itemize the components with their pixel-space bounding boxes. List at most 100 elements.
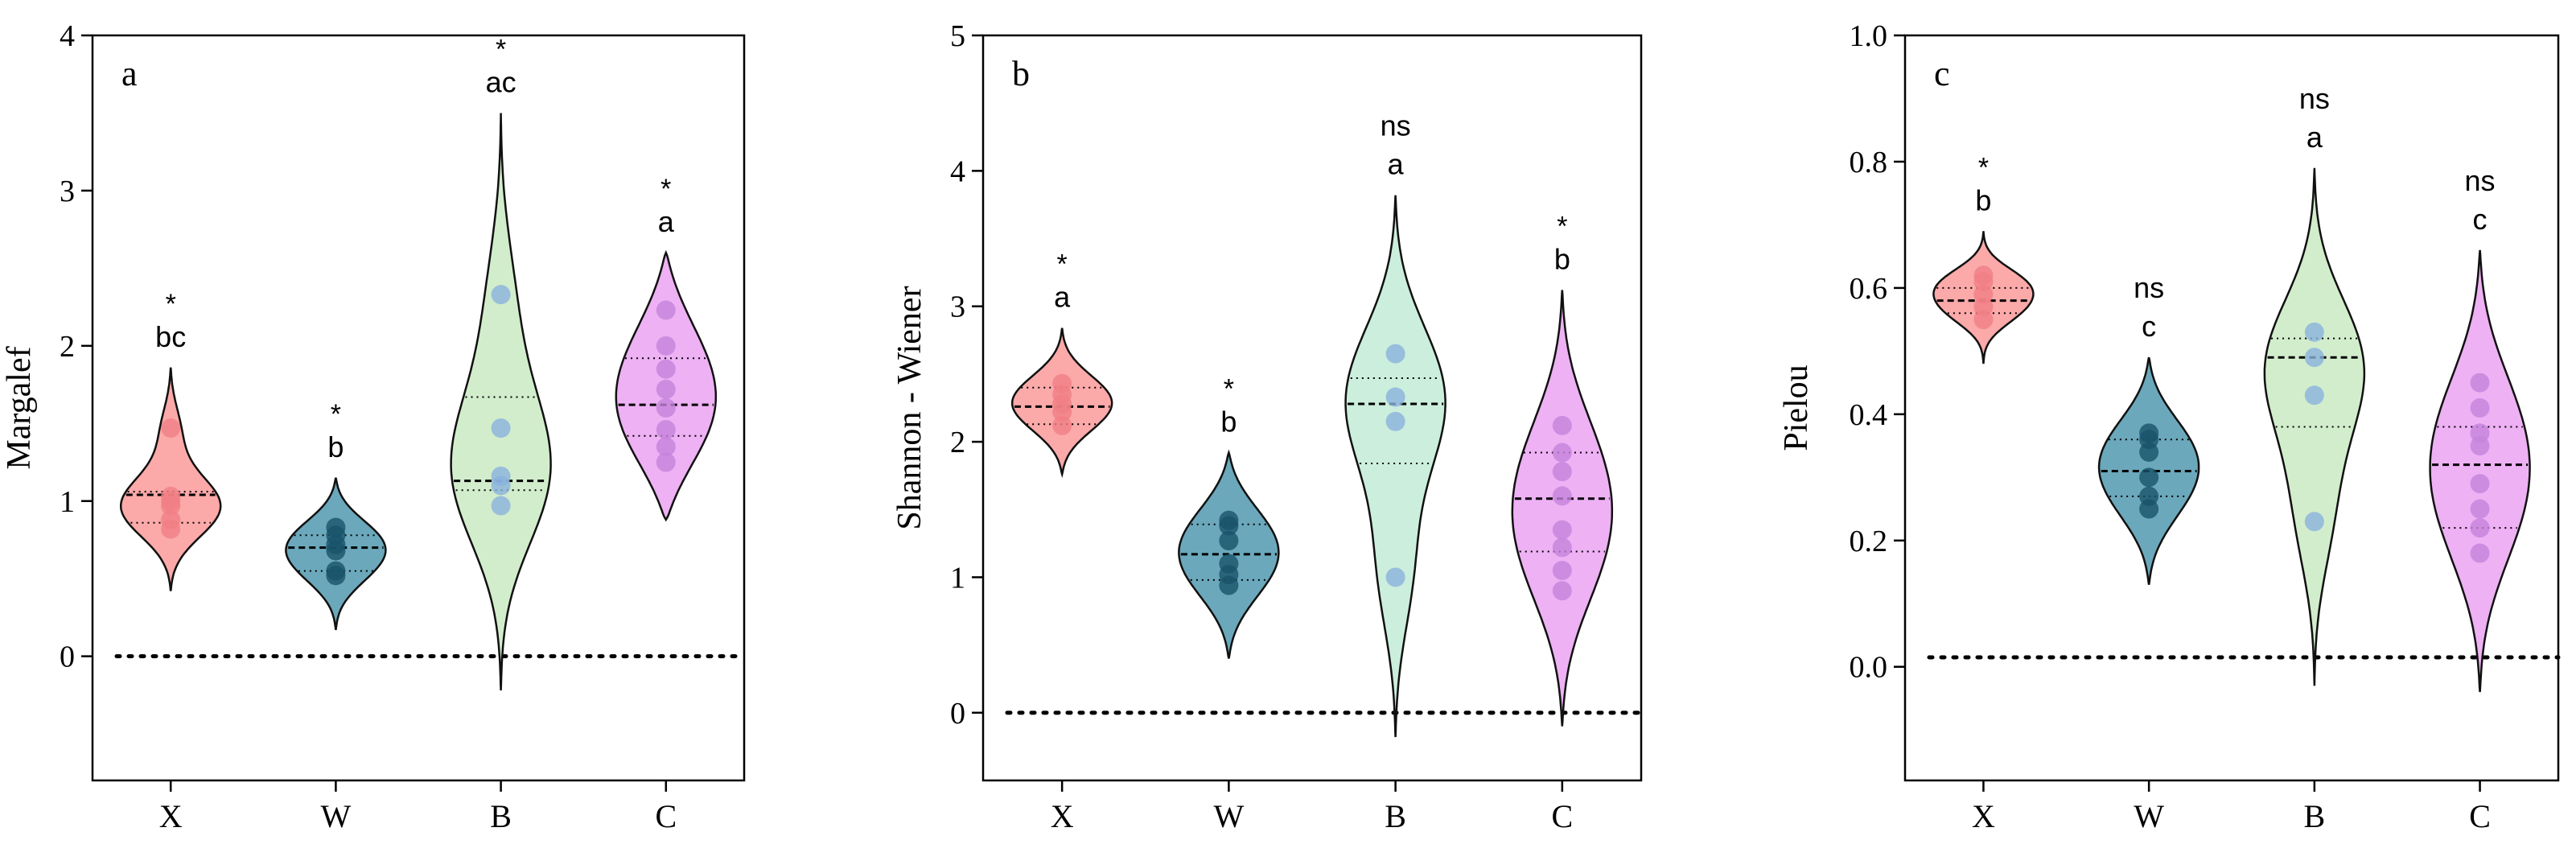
- significance-marker: *: [331, 399, 341, 430]
- x-tick-label: X: [159, 798, 183, 834]
- group-letter-label: ac: [486, 65, 516, 98]
- violin-body-B: [2263, 167, 2366, 686]
- significance-marker: *: [1224, 374, 1234, 405]
- data-point: [1052, 415, 1072, 435]
- panel-letter: c: [1934, 54, 1950, 93]
- panel-c: c 0.0 0.2 0.4 0.6 0.8 1.0 Pielou b* Xc ns Wa ns Bc ns C: [1778, 19, 2561, 834]
- y-tick-label: 0: [950, 697, 965, 731]
- data-point: [656, 437, 676, 457]
- group-letter-label: a: [1054, 281, 1071, 314]
- data-point: [491, 466, 511, 486]
- x-tick-label: B: [1385, 798, 1406, 834]
- group-letter-label: a: [658, 205, 675, 238]
- data-point: [1973, 266, 1994, 286]
- y-tick-label: 0.8: [1850, 146, 1888, 179]
- data-point: [1385, 567, 1405, 587]
- panel-letter: b: [1012, 54, 1030, 93]
- violin-body-B: [450, 113, 552, 691]
- data-point: [656, 359, 676, 379]
- group-letter-label: a: [2306, 121, 2323, 154]
- violin-group-W: c ns: [2097, 271, 2200, 585]
- data-point: [1552, 443, 1572, 463]
- data-point: [491, 418, 511, 438]
- violin-body-B: [1344, 195, 1446, 738]
- data-point: [491, 285, 511, 305]
- significance-marker: *: [660, 174, 671, 204]
- data-point: [2470, 423, 2490, 443]
- significance-marker: *: [496, 34, 506, 64]
- data-point: [161, 486, 181, 506]
- violin-group-X: bc*: [119, 289, 222, 591]
- data-point: [656, 452, 676, 472]
- data-point: [491, 496, 511, 516]
- violin-body-C: [1511, 290, 1614, 727]
- data-point: [1552, 537, 1572, 558]
- data-point: [2470, 499, 2490, 519]
- violin-body-C: [2429, 249, 2531, 693]
- violin-group-W: b*: [1178, 374, 1280, 659]
- data-point: [1385, 344, 1405, 364]
- x-tick-label: X: [1051, 798, 1074, 834]
- y-tick-label: 3: [60, 175, 75, 208]
- y-tick-label: 1: [60, 485, 75, 519]
- violin-group-W: b*: [285, 399, 387, 631]
- x-tick-label: C: [1551, 798, 1573, 834]
- y-tick-label: 2: [60, 330, 75, 364]
- data-point: [1385, 387, 1405, 407]
- violin-group-X: a*: [1010, 249, 1113, 479]
- y-tick-label: 0: [60, 640, 75, 674]
- x-tick-label: B: [2304, 798, 2326, 834]
- y-tick-label: 4: [60, 19, 75, 53]
- significance-marker: ns: [2465, 164, 2496, 197]
- group-letter-label: a: [1388, 148, 1405, 181]
- group-letter-label: b: [1975, 183, 1991, 216]
- group-letter-label: b: [327, 430, 344, 463]
- data-point: [161, 509, 181, 529]
- data-point: [2470, 398, 2490, 418]
- y-tick-label: 5: [950, 19, 965, 53]
- violin-group-C: a*: [615, 174, 718, 522]
- data-point: [1552, 486, 1572, 506]
- significance-marker: ns: [2134, 271, 2164, 304]
- data-point: [2304, 322, 2324, 342]
- y-axis-label: Margalef: [1, 346, 38, 469]
- plot-frame: [91, 34, 746, 782]
- data-point: [656, 379, 676, 399]
- y-tick-label: 0.4: [1850, 398, 1888, 432]
- y-axis-label: Shannon - Wiener: [891, 286, 928, 529]
- data-point: [161, 418, 181, 438]
- y-tick-label: 4: [950, 154, 965, 188]
- data-point: [2139, 423, 2159, 443]
- plot-frame: [1903, 34, 2560, 782]
- group-letter-label: c: [2142, 310, 2156, 343]
- data-point: [326, 561, 346, 581]
- data-point: [2139, 486, 2159, 506]
- plot-frame: [981, 34, 1643, 782]
- data-point: [2304, 348, 2324, 368]
- violin-group-B: a ns: [2263, 82, 2366, 686]
- y-tick-label: 3: [950, 290, 965, 324]
- x-tick-label: C: [2469, 798, 2491, 834]
- y-tick-label: 1.0: [1850, 19, 1888, 53]
- data-point: [2470, 373, 2490, 393]
- significance-marker: *: [1978, 152, 1989, 183]
- y-tick-label: 0.0: [1850, 651, 1888, 685]
- x-tick-label: W: [321, 798, 352, 834]
- violin-body-X: [119, 367, 222, 591]
- x-tick-label: B: [490, 798, 512, 834]
- y-tick-label: 1: [950, 561, 965, 595]
- violin-group-C: b*: [1511, 212, 1614, 727]
- data-point: [1552, 520, 1572, 540]
- data-point: [2470, 543, 2490, 563]
- significance-marker: ns: [1381, 109, 1411, 142]
- data-point: [2470, 518, 2490, 538]
- significance-marker: *: [166, 289, 176, 319]
- y-tick-label: 0.2: [1850, 525, 1888, 558]
- violin-group-B: ac*: [450, 34, 552, 691]
- data-point: [1552, 561, 1572, 581]
- significance-marker: ns: [2299, 82, 2330, 115]
- significance-marker: *: [1557, 212, 1567, 242]
- data-point: [2304, 512, 2324, 532]
- data-point: [656, 420, 676, 440]
